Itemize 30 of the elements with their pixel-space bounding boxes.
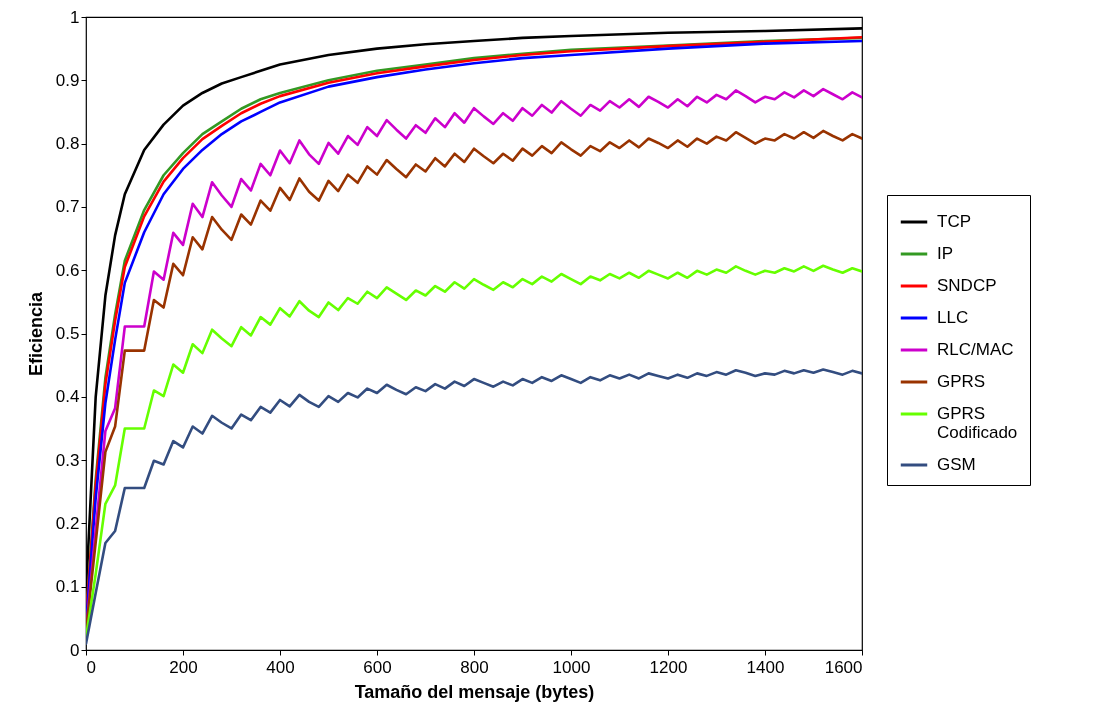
y-tick-label: 0.5 (55, 324, 80, 343)
legend-label: GPRS (937, 372, 986, 391)
y-axis-title: Eficiencia (25, 290, 46, 377)
y-tick-label: 0.2 (55, 513, 80, 533)
x-tick-label: 600 (363, 657, 392, 677)
y-tick-label: 0.7 (55, 197, 80, 217)
x-tick-label: 200 (169, 657, 198, 677)
x-tick-label: 800 (460, 657, 489, 677)
x-tick-label: 1200 (649, 657, 688, 677)
y-tick-label: 0.3 (55, 450, 80, 470)
y-tick-label: 1 (70, 7, 80, 27)
legend-label: IP (937, 244, 954, 263)
x-tick-label: 1600 (824, 657, 863, 677)
y-tick-label: 0.9 (55, 70, 80, 90)
x-axis-title: Tamaño del mensaje (bytes) (354, 681, 595, 702)
x-tick-label: 0 (86, 657, 96, 677)
x-tick-label: 1400 (746, 657, 785, 677)
y-tick-label: 0.4 (55, 387, 80, 407)
legend-label: GPRS Codificado (937, 404, 1018, 442)
y-tick-label: 0.1 (55, 577, 80, 597)
legend-label: GSM (937, 455, 976, 474)
y-tick-label: 0 (70, 640, 80, 660)
y-tick-label: 0.8 (55, 134, 80, 154)
legend-label: TCP (937, 212, 971, 231)
x-tick-label: 400 (266, 657, 295, 677)
legend-label: SNDCP (937, 276, 997, 295)
x-tick-label: 1000 (552, 657, 591, 677)
legend-label: LLC (937, 308, 969, 327)
legend-label: RLC/MAC (937, 340, 1014, 359)
y-tick-label: 0.6 (55, 260, 80, 280)
